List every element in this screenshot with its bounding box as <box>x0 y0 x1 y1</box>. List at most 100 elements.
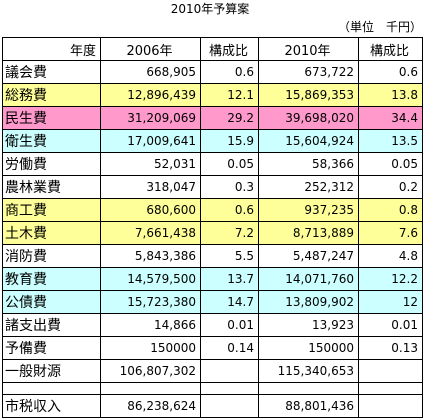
header-row: 年度 2006年 構成比 2010年 構成比 <box>2 37 423 61</box>
category-cell[interactable]: 民生費 <box>2 106 101 130</box>
value-cell-v2010[interactable]: 39,698,020 <box>258 106 359 130</box>
value-cell-r2006[interactable]: 12.1 <box>200 83 259 107</box>
category-cell[interactable]: 衛生費 <box>2 129 101 153</box>
header-2010[interactable]: 2010年 <box>258 37 359 61</box>
table-row: 一般財源 106,807,302 115,340,653 <box>2 359 423 383</box>
value-cell-v2010[interactable]: 673,722 <box>258 60 359 84</box>
value-cell-v2006[interactable]: 106,807,302 <box>100 359 201 383</box>
value-cell-v2006[interactable]: 17,009,641 <box>100 129 201 153</box>
value-cell-r2010[interactable]: 13.8 <box>358 83 423 107</box>
value-cell-v2010[interactable]: 252,312 <box>258 175 359 199</box>
header-2006[interactable]: 2006年 <box>100 37 201 61</box>
category-cell[interactable]: 土木費 <box>2 221 101 245</box>
value-cell-v2010[interactable]: 937,235 <box>258 198 359 222</box>
category-cell[interactable]: 一般財源 <box>2 359 101 383</box>
value-cell-v2006[interactable]: 14,579,500 <box>100 267 201 291</box>
value-cell-v2010[interactable]: 13,809,902 <box>258 290 359 314</box>
value-cell-v2006[interactable]: 31,209,069 <box>100 106 201 130</box>
value-cell-r2006[interactable]: 0.05 <box>200 152 259 176</box>
value-cell-v2006[interactable]: 668,905 <box>100 60 201 84</box>
value-cell-r2010[interactable] <box>358 359 423 383</box>
table-row: 消防費 5,843,386 5.5 5,487,247 4.8 <box>2 244 423 268</box>
value-cell-v2010[interactable]: 15,604,924 <box>258 129 359 153</box>
empty-cell[interactable] <box>358 382 423 395</box>
budget-table: 年度 2006年 構成比 2010年 構成比 議会費 668,905 0.6 673,… <box>2 37 423 418</box>
empty-cell[interactable] <box>258 382 359 395</box>
value-cell-v2010[interactable]: 13,923 <box>258 313 359 337</box>
value-cell-r2006[interactable]: 14.7 <box>200 290 259 314</box>
value-cell-r2010[interactable]: 0.13 <box>358 336 423 360</box>
value-cell-r2006[interactable]: 15.9 <box>200 129 259 153</box>
value-cell-v2010[interactable]: 58,366 <box>258 152 359 176</box>
value-cell-r2010[interactable]: 0.05 <box>358 152 423 176</box>
value-cell-v2010[interactable]: 115,340,653 <box>258 359 359 383</box>
header-category[interactable]: 年度 <box>2 37 101 61</box>
table-row: 農林業費 318,047 0.3 252,312 0.2 <box>2 175 423 199</box>
value-cell-r2010[interactable]: 12.2 <box>358 267 423 291</box>
value-cell-r2006[interactable]: 13.7 <box>200 267 259 291</box>
value-cell-r2006[interactable]: 5.5 <box>200 244 259 268</box>
value-cell-r2006[interactable]: 7.2 <box>200 221 259 245</box>
value-cell-v2010[interactable]: 150000 <box>258 336 359 360</box>
value-cell-v2006[interactable]: 680,600 <box>100 198 201 222</box>
category-cell[interactable]: 市税収入 <box>2 394 101 418</box>
value-cell-v2006[interactable]: 5,843,386 <box>100 244 201 268</box>
value-cell-r2010[interactable]: 4.8 <box>358 244 423 268</box>
table-row: 予備費 150000 0.14 150000 0.13 <box>2 336 423 360</box>
table-row: 公債費 15,723,380 14.7 13,809,902 12 <box>2 290 423 314</box>
empty-cell[interactable] <box>2 382 101 395</box>
empty-cell[interactable] <box>100 382 201 395</box>
unit-note: （単位 千円） <box>338 20 423 34</box>
value-cell-r2006[interactable]: 29.2 <box>200 106 259 130</box>
value-cell-r2010[interactable]: 0.2 <box>358 175 423 199</box>
value-cell-v2006[interactable]: 7,661,438 <box>100 221 201 245</box>
category-cell[interactable]: 議会費 <box>2 60 101 84</box>
value-cell-r2010[interactable]: 0.8 <box>358 198 423 222</box>
value-cell-r2010[interactable]: 7.6 <box>358 221 423 245</box>
value-cell-v2010[interactable]: 8,713,889 <box>258 221 359 245</box>
category-cell[interactable]: 農林業費 <box>2 175 101 199</box>
value-cell-v2006[interactable]: 318,047 <box>100 175 201 199</box>
value-cell-r2010[interactable] <box>358 394 423 418</box>
category-cell[interactable]: 消防費 <box>2 244 101 268</box>
value-cell-r2006[interactable] <box>200 394 259 418</box>
value-cell-v2010[interactable]: 15,869,353 <box>258 83 359 107</box>
value-cell-v2006[interactable]: 86,238,624 <box>100 394 201 418</box>
category-cell[interactable]: 予備費 <box>2 336 101 360</box>
table-row: 議会費 668,905 0.6 673,722 0.6 <box>2 60 423 84</box>
value-cell-v2006[interactable]: 150000 <box>100 336 201 360</box>
header-ratio-2010[interactable]: 構成比 <box>358 37 423 61</box>
category-cell[interactable]: 総務費 <box>2 83 101 107</box>
value-cell-v2010[interactable]: 5,487,247 <box>258 244 359 268</box>
value-cell-r2006[interactable]: 0.6 <box>200 198 259 222</box>
value-cell-r2010[interactable]: 0.01 <box>358 313 423 337</box>
table-row: 労働費 52,031 0.05 58,366 0.05 <box>2 152 423 176</box>
category-cell[interactable]: 公債費 <box>2 290 101 314</box>
value-cell-r2006[interactable]: 0.3 <box>200 175 259 199</box>
value-cell-v2010[interactable]: 88,801,436 <box>258 394 359 418</box>
revenue-row: 市税収入 86,238,624 88,801,436 <box>2 394 423 418</box>
value-cell-r2006[interactable]: 0.01 <box>200 313 259 337</box>
table-row: 諸支出費 14,866 0.01 13,923 0.01 <box>2 313 423 337</box>
value-cell-v2010[interactable]: 14,071,760 <box>258 267 359 291</box>
header-ratio-2006[interactable]: 構成比 <box>200 37 259 61</box>
value-cell-v2006[interactable]: 14,866 <box>100 313 201 337</box>
category-cell[interactable]: 商工費 <box>2 198 101 222</box>
value-cell-v2006[interactable]: 52,031 <box>100 152 201 176</box>
value-cell-r2006[interactable]: 0.14 <box>200 336 259 360</box>
value-cell-r2006[interactable] <box>200 359 259 383</box>
category-cell[interactable]: 労働費 <box>2 152 101 176</box>
table-row: 衛生費 17,009,641 15.9 15,604,924 13.5 <box>2 129 423 153</box>
value-cell-r2010[interactable]: 13.5 <box>358 129 423 153</box>
value-cell-r2010[interactable]: 12 <box>358 290 423 314</box>
empty-cell[interactable] <box>200 382 259 395</box>
category-cell[interactable]: 諸支出費 <box>2 313 101 337</box>
value-cell-v2006[interactable]: 15,723,380 <box>100 290 201 314</box>
value-cell-r2010[interactable]: 0.6 <box>358 60 423 84</box>
category-cell[interactable]: 教育費 <box>2 267 101 291</box>
value-cell-v2006[interactable]: 12,896,439 <box>100 83 201 107</box>
sheet-title: 2010年予算案 <box>170 2 250 16</box>
table-row: 土木費 7,661,438 7.2 8,713,889 7.6 <box>2 221 423 245</box>
value-cell-r2006[interactable]: 0.6 <box>200 60 259 84</box>
value-cell-r2010[interactable]: 34.4 <box>358 106 423 130</box>
